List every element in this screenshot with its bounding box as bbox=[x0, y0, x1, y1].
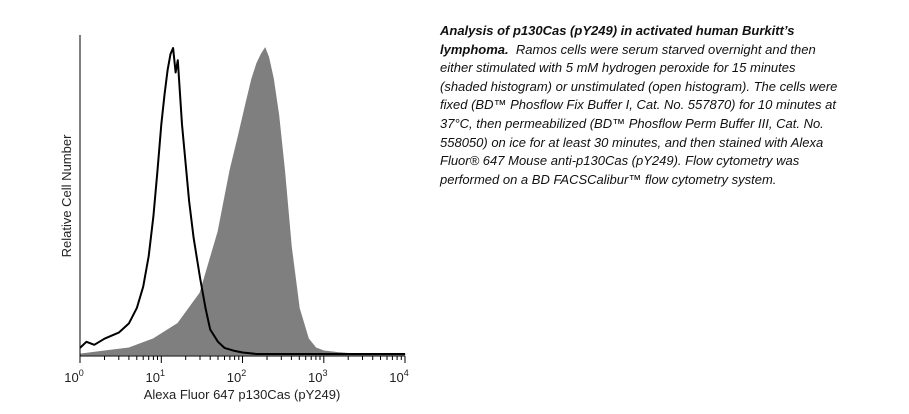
x-tick-label: 101 bbox=[146, 368, 165, 385]
caption-title: Analysis of p130Cas (pY249) in activated… bbox=[440, 23, 795, 57]
x-tick-label: 100 bbox=[64, 368, 83, 385]
x-tick-label: 102 bbox=[227, 368, 246, 385]
caption-body: Ramos cells were serum starved overnight… bbox=[440, 41, 838, 187]
x-axis-ticks bbox=[79, 356, 406, 363]
figure-caption: Analysis of p130Cas (pY249) in activated… bbox=[440, 22, 840, 189]
x-tick-labels: 100 101 102 103 104 bbox=[64, 368, 408, 385]
y-axis-label: Relative Cell Number bbox=[59, 134, 74, 257]
stimulated-histogram-shaded bbox=[79, 47, 406, 356]
unstimulated-histogram-outline bbox=[79, 47, 405, 355]
x-tick-label: 104 bbox=[389, 368, 408, 385]
x-axis-label: Alexa Fluor 647 p130Cas (pY249) bbox=[144, 387, 341, 402]
plot-area bbox=[79, 47, 406, 356]
x-tick-label: 103 bbox=[308, 368, 327, 385]
